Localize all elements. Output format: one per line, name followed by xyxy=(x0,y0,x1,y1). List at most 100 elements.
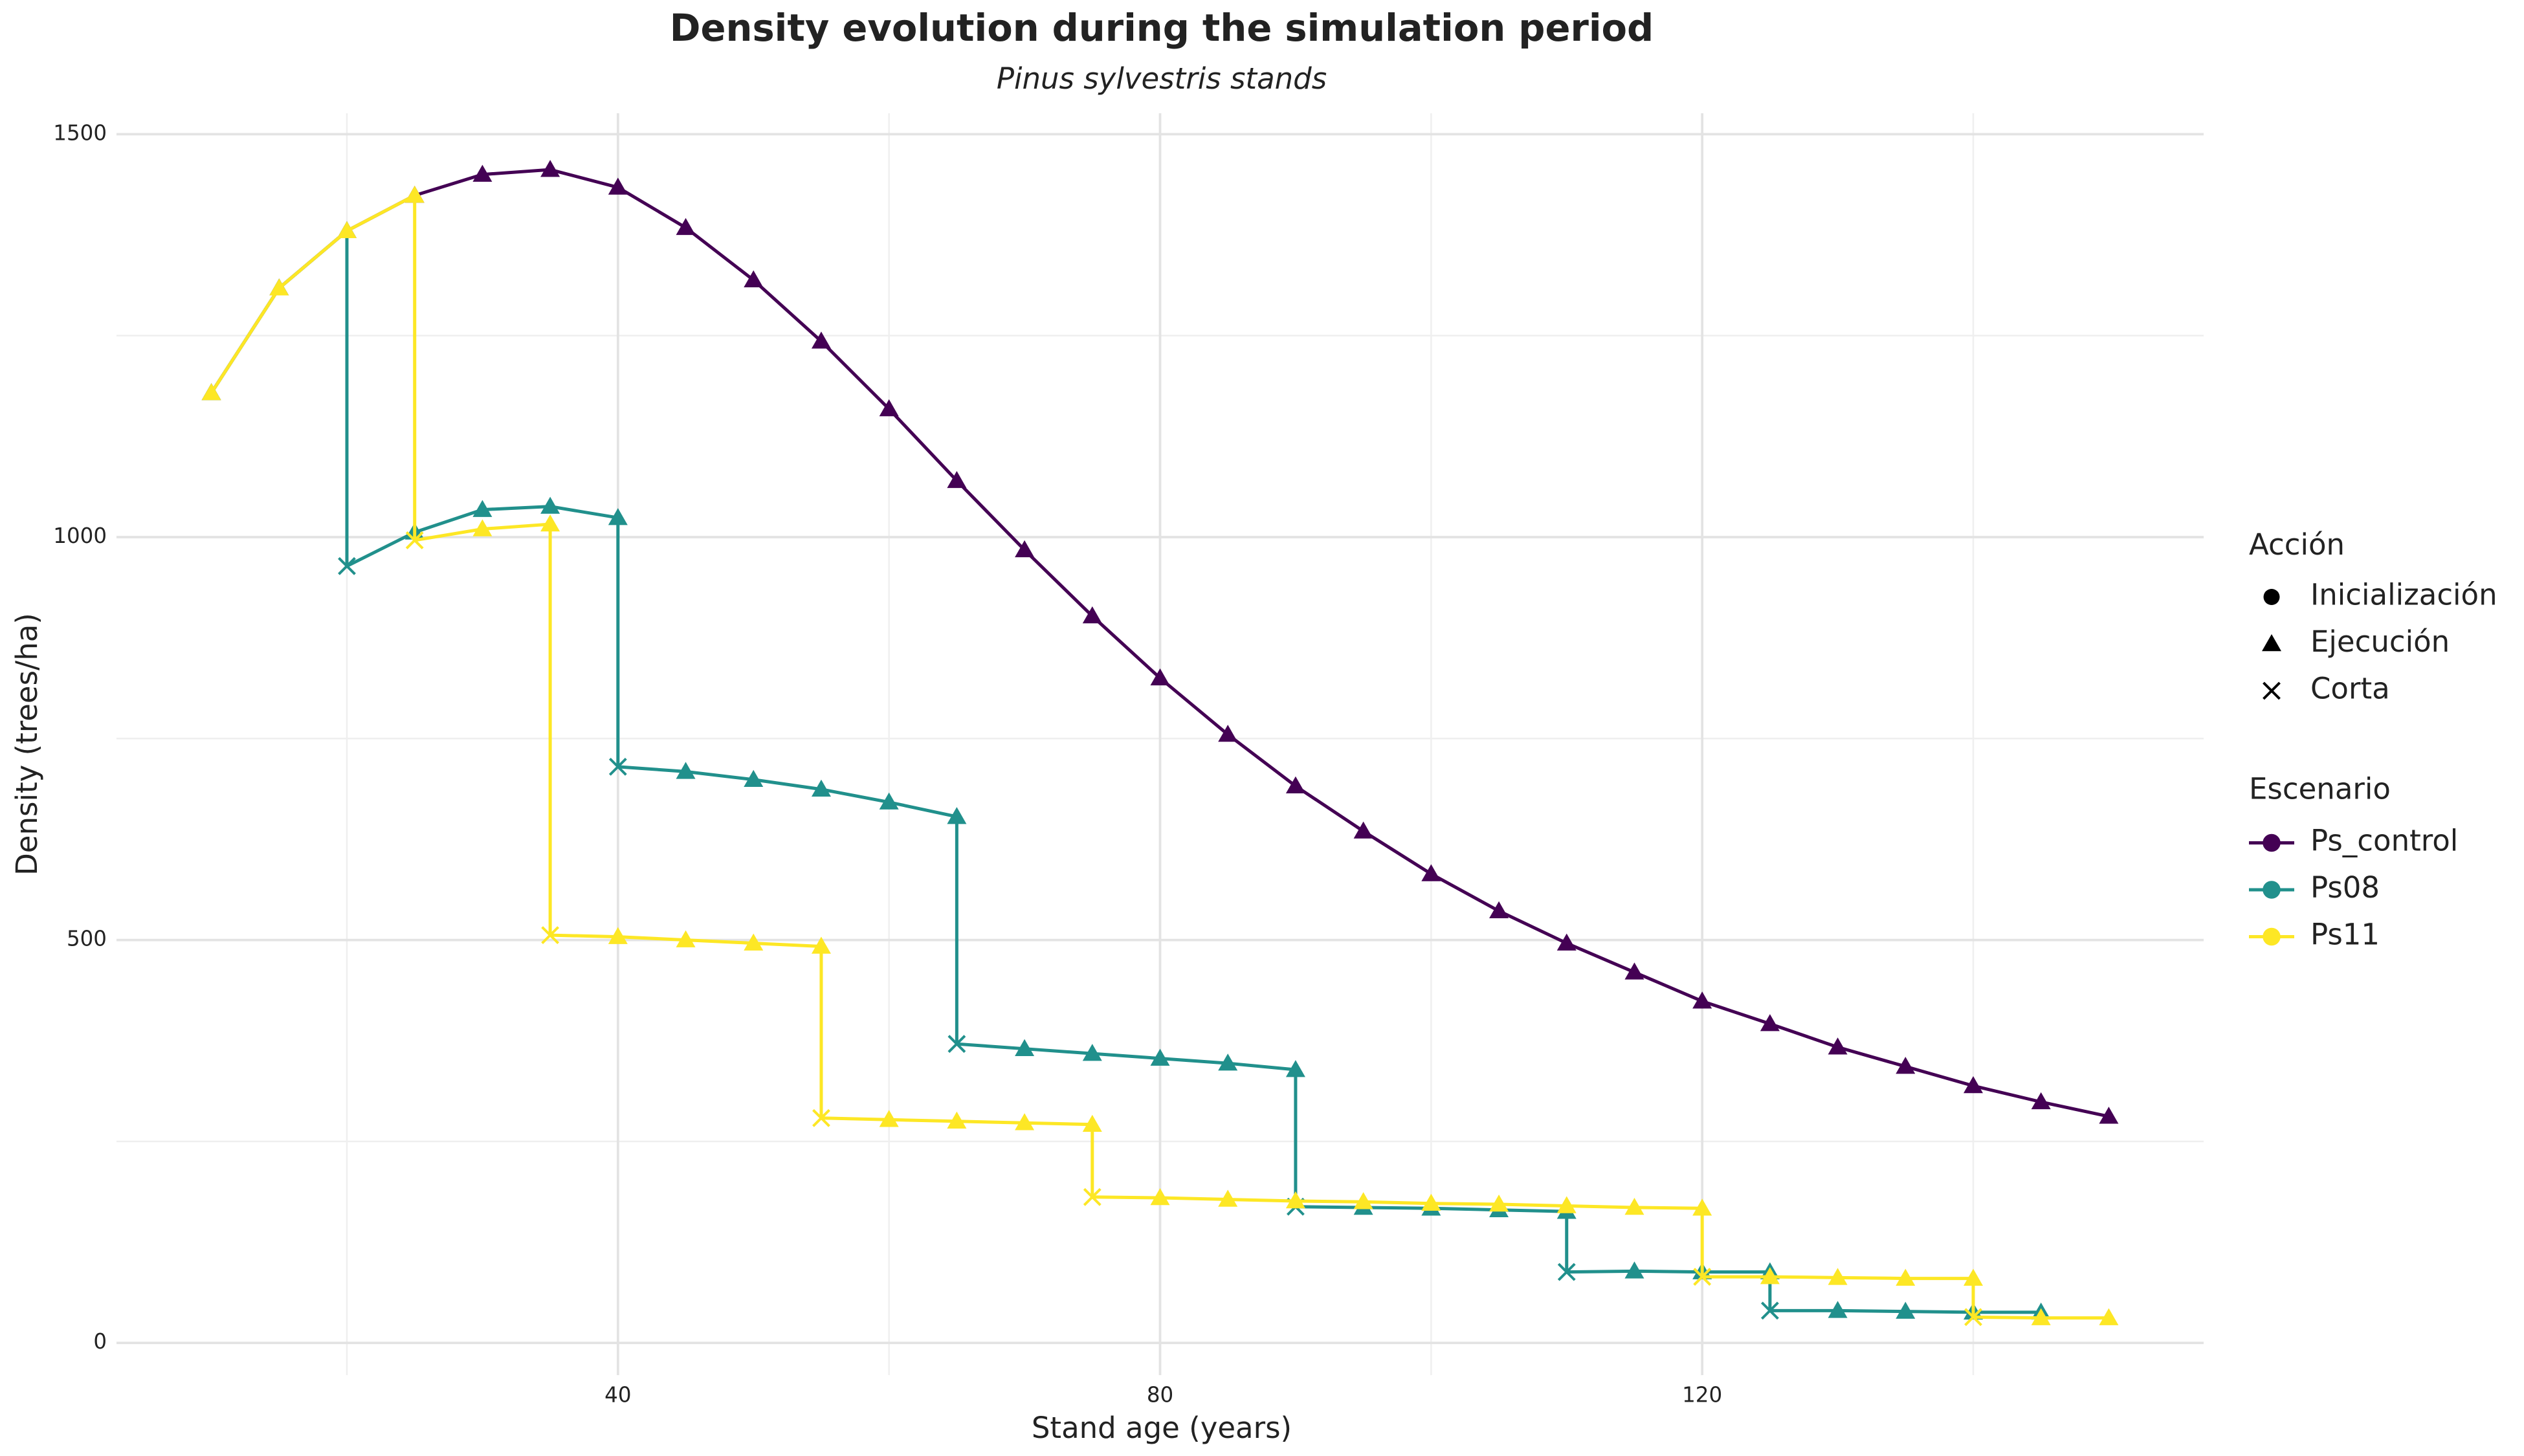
legend-label: Ps08 xyxy=(2310,870,2380,905)
point xyxy=(811,331,831,349)
point xyxy=(676,930,696,947)
y-tick-label: 0 xyxy=(93,1329,107,1354)
point xyxy=(1082,606,1102,624)
point xyxy=(1556,933,1577,951)
point xyxy=(1693,1268,1712,1286)
point xyxy=(1760,1301,1779,1320)
point xyxy=(1692,1198,1712,1216)
point xyxy=(1285,776,1305,794)
point xyxy=(608,177,628,195)
point xyxy=(1489,1195,1509,1212)
point xyxy=(947,1111,967,1129)
legend-symbol xyxy=(2262,634,2281,652)
point xyxy=(744,769,764,788)
legend-label: Inicialización xyxy=(2310,578,2497,612)
point xyxy=(1828,1301,1848,1318)
chart-title: Density evolution during the simulation … xyxy=(670,6,1654,50)
y-tick-label: 1500 xyxy=(53,120,107,145)
legend-symbol xyxy=(2263,881,2281,899)
point xyxy=(744,933,764,951)
point xyxy=(1421,1193,1441,1211)
y-axis-title: Density (trees/ha) xyxy=(10,613,44,876)
legend-label: Ejecución xyxy=(2310,624,2450,659)
point xyxy=(1828,1037,1848,1055)
point xyxy=(1218,1189,1238,1207)
y-tick-label: 500 xyxy=(67,927,107,951)
point xyxy=(1082,1114,1102,1132)
point xyxy=(744,270,764,288)
point xyxy=(2031,1092,2051,1110)
point xyxy=(1015,1113,1035,1131)
point xyxy=(676,217,696,236)
point xyxy=(2031,1308,2051,1325)
point xyxy=(1692,991,1712,1009)
legend-title: Acción xyxy=(2249,527,2345,562)
legend-label: Corta xyxy=(2310,672,2390,706)
point xyxy=(1421,864,1441,881)
point xyxy=(1557,1263,1576,1281)
point xyxy=(1150,1188,1170,1206)
point xyxy=(811,779,831,797)
legend-symbol xyxy=(2263,833,2281,852)
point xyxy=(404,186,425,203)
point xyxy=(1896,1057,1916,1074)
legend-symbol xyxy=(2263,927,2281,946)
point xyxy=(1489,901,1509,919)
point xyxy=(337,221,357,239)
legend-symbol xyxy=(2263,589,2280,605)
point xyxy=(1082,1044,1102,1061)
point xyxy=(947,807,967,824)
point xyxy=(269,278,289,296)
y-tick-label: 1000 xyxy=(53,524,107,548)
point xyxy=(1624,1197,1644,1215)
point xyxy=(338,557,356,575)
point xyxy=(1896,1301,1916,1319)
point xyxy=(811,936,831,954)
legend-title: Escenario xyxy=(2249,772,2391,806)
point xyxy=(1150,1048,1170,1066)
point xyxy=(1285,1191,1305,1209)
point xyxy=(540,496,560,514)
x-tick-label: 40 xyxy=(604,1383,631,1407)
point xyxy=(1624,962,1644,980)
point xyxy=(812,1109,830,1127)
point xyxy=(2099,1107,2119,1124)
point xyxy=(1963,1075,1983,1094)
point xyxy=(1556,1196,1577,1213)
chart-subtitle: Pinus sylvestris stands xyxy=(997,61,1327,96)
point xyxy=(1964,1308,1982,1327)
point xyxy=(405,531,424,549)
x-axis-title: Stand age (years) xyxy=(1032,1411,1292,1445)
point xyxy=(608,757,627,776)
point xyxy=(1218,1053,1238,1071)
point xyxy=(540,160,560,177)
point xyxy=(608,927,628,944)
point xyxy=(1353,821,1373,839)
point xyxy=(1624,1261,1644,1279)
point xyxy=(947,1035,966,1053)
point xyxy=(1015,540,1035,558)
point xyxy=(1285,1060,1305,1077)
point xyxy=(541,926,560,945)
point xyxy=(201,383,221,401)
point xyxy=(1828,1268,1848,1285)
point xyxy=(1218,725,1238,742)
point xyxy=(1896,1268,1916,1286)
x-tick-label: 80 xyxy=(1147,1383,1173,1407)
legend-label: Ps_control xyxy=(2310,824,2458,858)
point xyxy=(1083,1187,1101,1206)
point xyxy=(1150,668,1170,686)
legend-label: Ps11 xyxy=(2310,918,2380,952)
series-line xyxy=(210,227,2041,1314)
point xyxy=(676,762,696,779)
point xyxy=(879,399,899,417)
point xyxy=(608,508,628,525)
point xyxy=(2099,1308,2119,1325)
point xyxy=(1760,1267,1780,1285)
point xyxy=(1760,1014,1780,1031)
legend-symbol xyxy=(2263,681,2281,700)
point xyxy=(879,1110,899,1127)
point xyxy=(947,470,967,489)
